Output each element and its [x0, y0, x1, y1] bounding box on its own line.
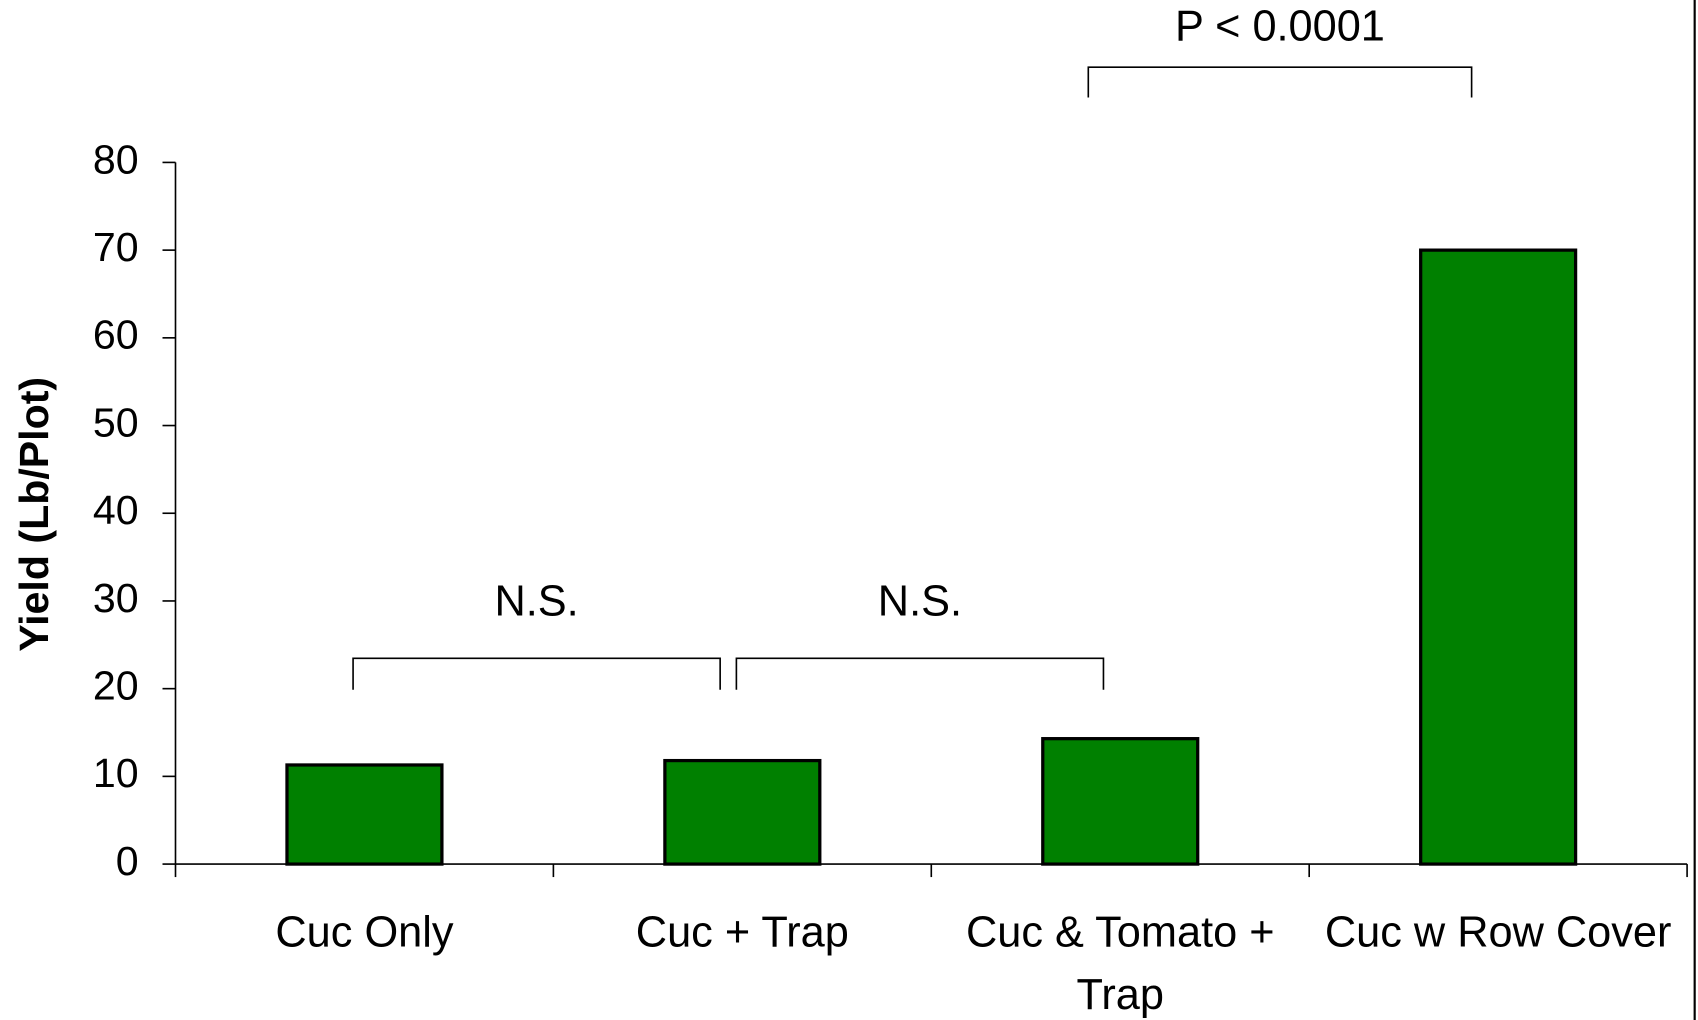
y-axis-label: Yield (Lb/Plot): [11, 377, 57, 652]
annotation: N.S.: [495, 578, 579, 626]
bar: [1419, 248, 1578, 866]
x-tick-label-box: Cuc Only: [275, 908, 454, 957]
bar: [285, 763, 444, 866]
x-tick-label: Cuc & Tomato + Trap: [965, 908, 1275, 1019]
y-tick-label: 20: [93, 663, 139, 709]
x-tick-label: Cuc + Trap: [635, 908, 849, 957]
bar: [663, 758, 822, 866]
bracket: [735, 657, 1105, 690]
y-tick-label: 60: [93, 312, 139, 358]
y-tick-label: 40: [93, 487, 139, 533]
bar: [1041, 737, 1200, 866]
y-tick-label: 30: [93, 575, 139, 621]
bracket: [352, 657, 721, 690]
y-tick-label: 50: [93, 399, 139, 445]
bracket: [1087, 66, 1473, 98]
x-tick-label-box: Cuc w Row Cover: [1324, 908, 1672, 957]
annotation: P < 0.0001: [1175, 3, 1385, 51]
x-tick-label: Cuc w Row Cover: [1324, 908, 1672, 957]
y-tick-label: 80: [93, 136, 139, 182]
x-tick-label-box: Cuc & Tomato + Trap: [965, 908, 1275, 1019]
y-tick-label: 0: [116, 838, 139, 884]
x-tick-label-box: Cuc + Trap: [635, 908, 849, 957]
annotation: N.S.: [878, 578, 962, 626]
y-tick-label: 70: [93, 224, 139, 270]
y-tick-label: 10: [93, 750, 139, 796]
x-tick-label: Cuc Only: [275, 908, 454, 957]
